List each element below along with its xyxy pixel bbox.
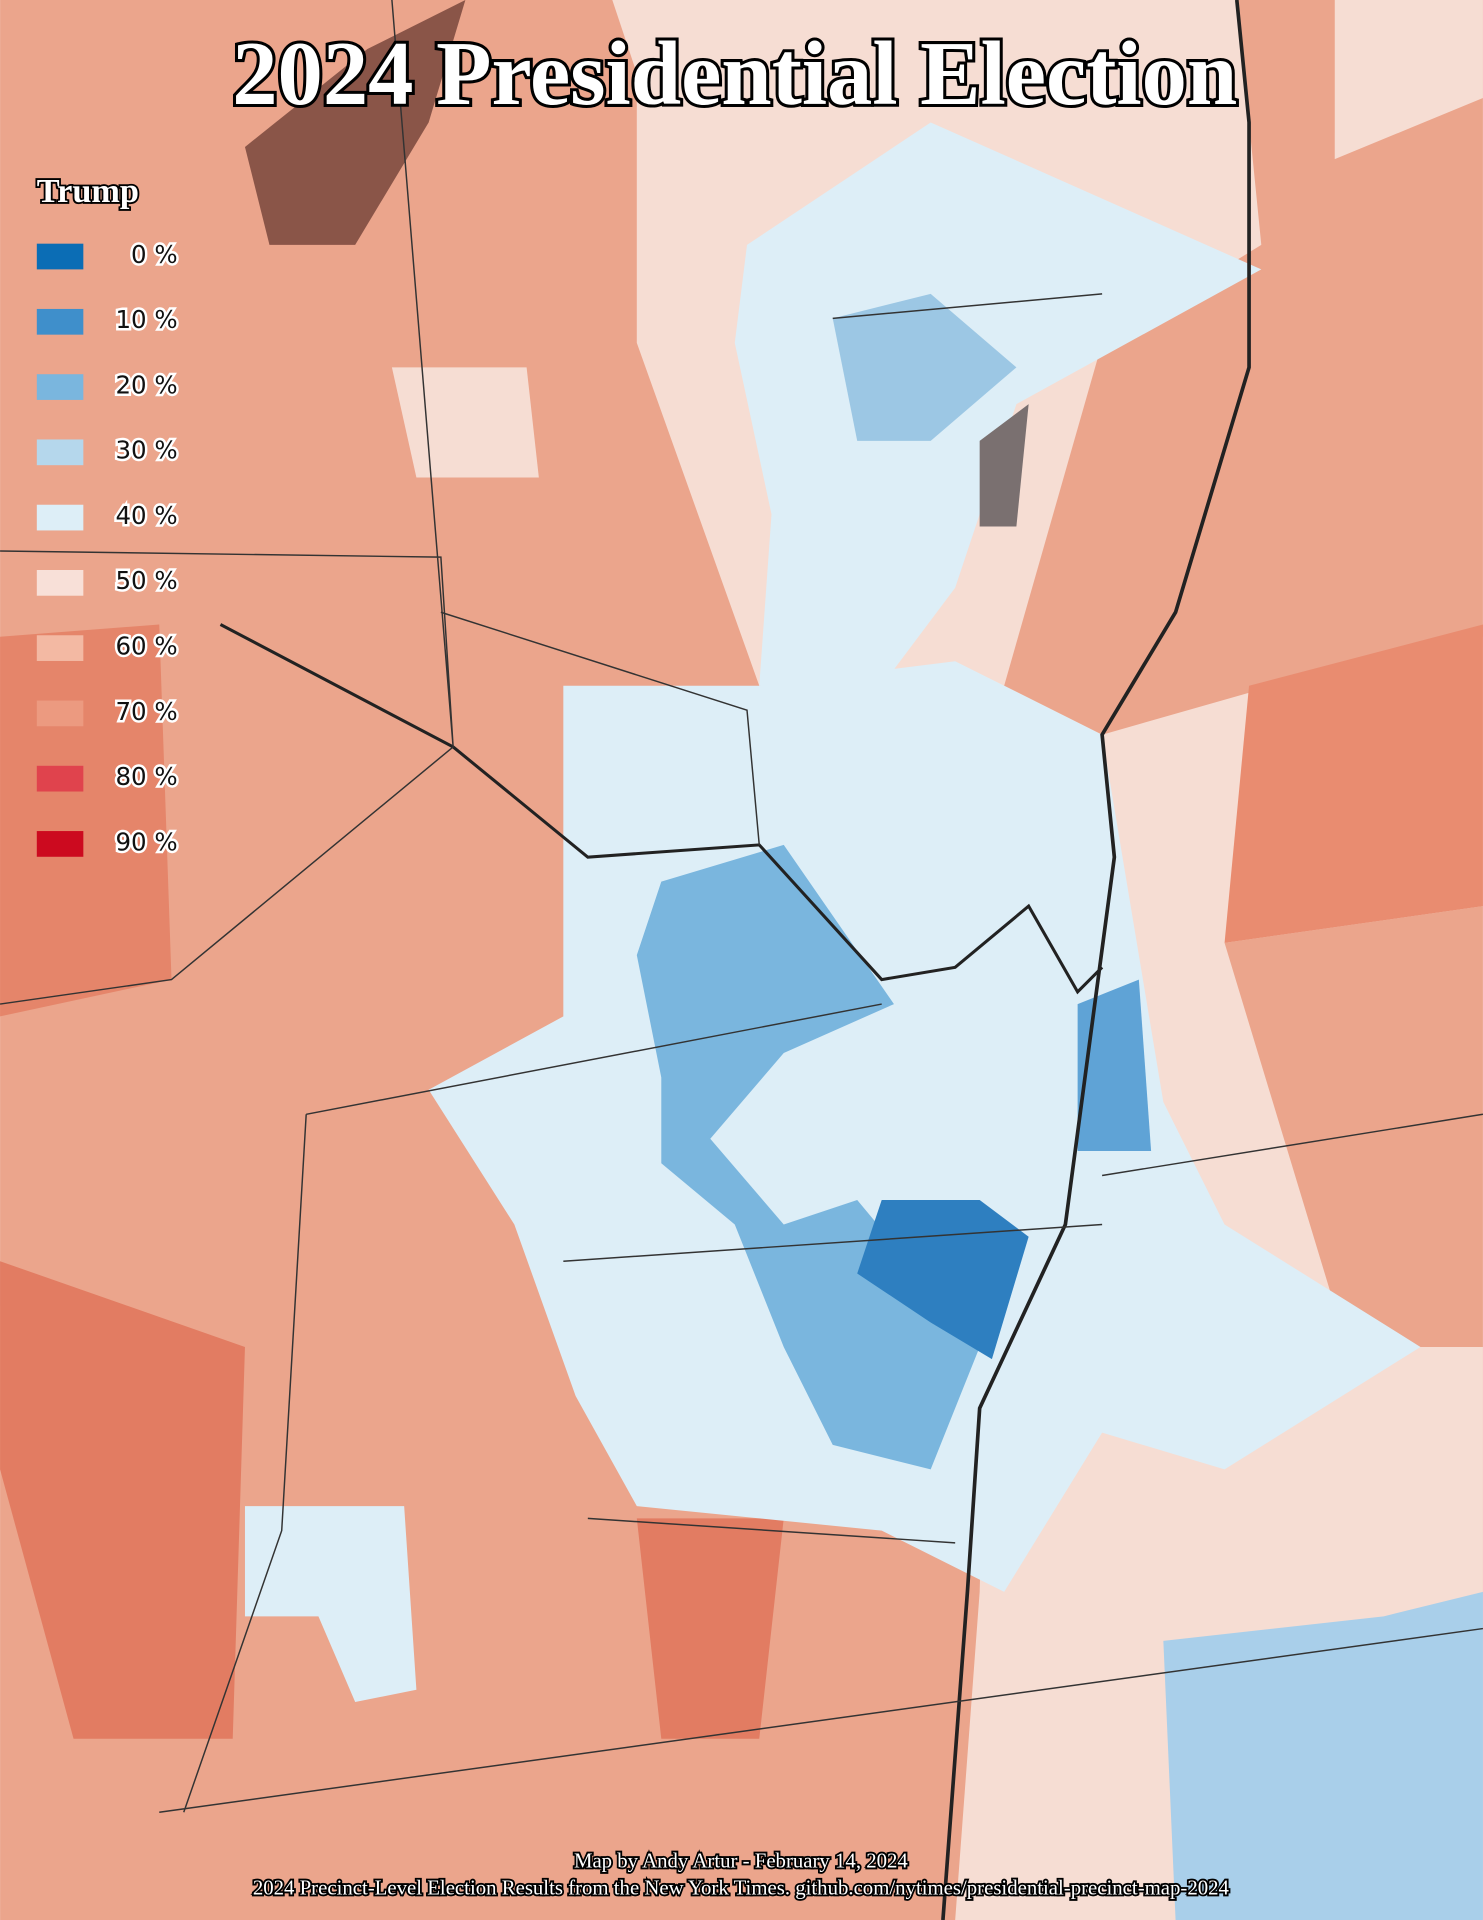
legend-label: 60 % — [115, 632, 177, 661]
region — [391, 367, 539, 478]
legend-swatch — [36, 243, 84, 270]
legend-label: 10 % — [115, 305, 177, 334]
region — [1163, 1591, 1483, 1920]
credit: 2024 Precinct-Level Election Results fro… — [253, 1875, 1230, 1899]
legend-title: Trump — [37, 172, 139, 210]
legend-label: 90 % — [115, 827, 177, 856]
region — [244, 1506, 417, 1703]
legend-label: 40 % — [115, 501, 177, 530]
river — [941, 0, 1251, 1920]
region — [1077, 979, 1152, 1152]
legend-label: 30 % — [115, 436, 177, 465]
legend-swatch — [36, 308, 84, 335]
legend-swatch — [36, 504, 84, 531]
legend-swatch — [36, 700, 84, 727]
river — [219, 623, 1104, 995]
region — [636, 844, 980, 1470]
lake — [244, 0, 466, 245]
region — [832, 293, 1017, 441]
region — [0, 1261, 245, 1739]
region — [734, 122, 1262, 686]
legend-swatch — [36, 439, 84, 466]
legend-swatch — [36, 635, 84, 661]
region — [857, 1200, 1029, 1360]
region — [1224, 624, 1483, 943]
legend-swatch — [36, 831, 84, 857]
region — [1334, 0, 1483, 160]
county-line — [0, 0, 1483, 1813]
region — [0, 624, 172, 1017]
lake — [979, 404, 1029, 527]
legend-swatch — [36, 570, 84, 596]
region — [636, 1518, 784, 1739]
legend-label: 20 % — [115, 370, 177, 399]
legend-swatch — [36, 765, 84, 792]
legend: 0 % 10 % 20 % 30 % 40 % 50 % 60 % 70 % 80 % 90 % — [36, 237, 180, 859]
legend-swatch — [36, 374, 84, 400]
title: 2024 Presidential Election — [232, 23, 1237, 124]
legend-label: 70 % — [115, 697, 177, 726]
legend-label: 0 % — [131, 240, 178, 269]
credit: Map by Andy Artur - February 14, 2024 — [574, 1848, 908, 1872]
legend-label: 80 % — [115, 762, 177, 791]
legend-label: 50 % — [115, 566, 177, 595]
